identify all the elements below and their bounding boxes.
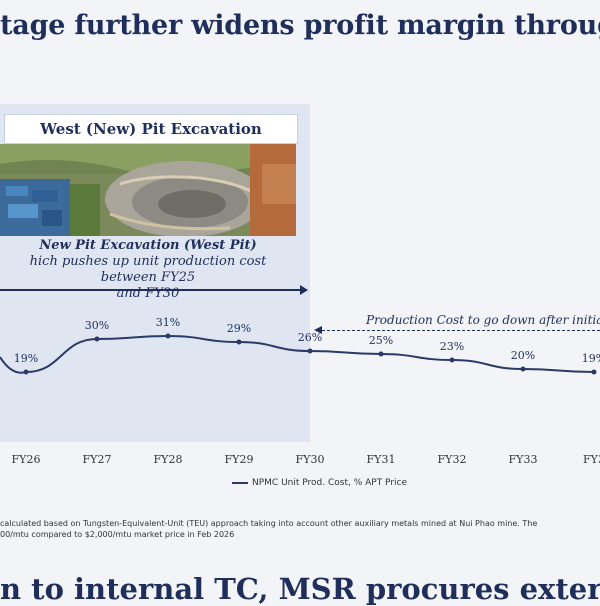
cost-note: Production Cost to go down after initial… xyxy=(366,313,600,327)
x-tick-label: FY26 xyxy=(12,453,41,466)
data-point xyxy=(94,336,100,342)
x-tick-label: FY28 xyxy=(154,453,183,466)
data-label: 30% xyxy=(85,319,109,332)
data-point xyxy=(449,357,455,363)
data-label: 26% xyxy=(298,331,322,344)
data-label: 20% xyxy=(511,349,535,362)
period-arrow-line xyxy=(0,289,300,291)
data-point xyxy=(236,339,242,345)
bottom-title: n to internal TC, MSR procures external … xyxy=(0,572,600,606)
x-tick-label: FY30 xyxy=(296,453,325,466)
legend-label: NPMC Unit Prod. Cost, % APT Price xyxy=(252,478,408,488)
footnote-line-2: 00/mtu compared to $2,000/mtu market pri… xyxy=(0,530,235,539)
x-tick-label: FY3 xyxy=(583,453,600,466)
data-label: 31% xyxy=(156,316,180,329)
data-point xyxy=(591,369,597,375)
data-label: 19% xyxy=(582,352,600,365)
caption-line-1: hich pushes up unit production cost betw… xyxy=(29,254,267,285)
period-arrow-head xyxy=(300,285,308,295)
footnote: calculated based on Tungsten-Equivalent-… xyxy=(0,518,537,540)
footnote-line-1: calculated based on Tungsten-Equivalent-… xyxy=(0,519,538,528)
cost-note-dashed-arrow xyxy=(322,330,600,331)
data-point xyxy=(520,366,526,372)
cost-note-arrow-head xyxy=(314,326,322,334)
data-point xyxy=(307,348,313,354)
caption-title: New Pit Excavation (West Pit) xyxy=(39,238,257,253)
panel-header: West (New) Pit Excavation xyxy=(4,114,298,144)
data-point xyxy=(378,351,384,357)
legend-swatch xyxy=(232,481,248,484)
data-label: 25% xyxy=(369,334,393,347)
x-tick-label: FY29 xyxy=(225,453,254,466)
data-point xyxy=(23,369,29,375)
x-tick-label: FY32 xyxy=(438,453,467,466)
chart-legend: NPMC Unit Prod. Cost, % APT Price xyxy=(232,478,407,488)
x-tick-label: FY31 xyxy=(367,453,396,466)
series-line xyxy=(0,334,595,374)
x-tick-label: FY27 xyxy=(83,453,112,466)
slide-title: tage further widens profit margin throug… xyxy=(0,10,600,41)
pit-photo xyxy=(0,144,296,236)
x-tick-label: FY33 xyxy=(509,453,538,466)
data-point xyxy=(165,333,171,339)
data-label: 29% xyxy=(227,322,251,335)
data-label: 19% xyxy=(14,352,38,365)
data-label: 23% xyxy=(440,340,464,353)
